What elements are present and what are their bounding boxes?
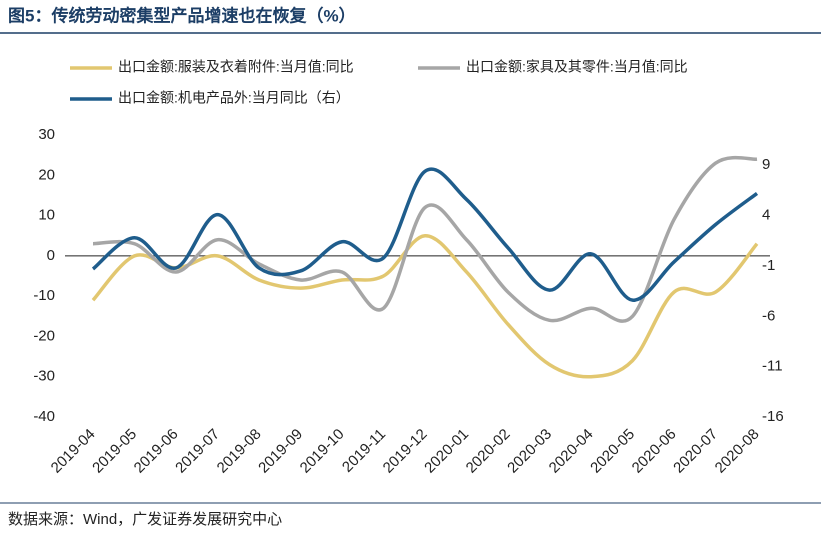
x-tick-label: 2020-01 <box>421 426 472 477</box>
y-tick-label: 20 <box>38 166 55 183</box>
y-tick-label: -20 <box>33 327 55 344</box>
y2-tick-label: 4 <box>762 207 770 224</box>
x-tick-label: 2020-08 <box>712 426 763 477</box>
x-tick-label: 2020-07 <box>670 426 721 477</box>
y-tick-label: -30 <box>33 368 55 385</box>
x-tick-label: 2020-06 <box>629 426 680 477</box>
y-tick-label: 0 <box>47 247 55 264</box>
x-tick-label: 2019-07 <box>172 426 223 477</box>
x-tick-label: 2020-02 <box>463 426 514 477</box>
x-tick-label: 2019-11 <box>339 426 389 476</box>
x-tick-label: 2020-05 <box>587 426 638 477</box>
legend-label: 出口金额:机电产品外:当月同比（右） <box>118 90 350 106</box>
x-tick-label: 2019-12 <box>380 426 431 477</box>
y2-tick-label: -6 <box>762 307 775 324</box>
y-tick-label: -10 <box>33 287 55 304</box>
y-tick-label: 10 <box>38 207 55 224</box>
legend-label: 出口金额:家具及其零件:当月值:同比 <box>466 59 688 75</box>
x-tick-label: 2019-08 <box>214 426 265 477</box>
x-tick-label: 2019-10 <box>297 426 348 477</box>
y-tick-label: -40 <box>33 408 55 425</box>
y2-tick-label: 9 <box>762 156 770 173</box>
x-tick-label: 2020-03 <box>504 426 555 477</box>
y2-tick-label: -11 <box>762 358 783 375</box>
y2-tick-label: -16 <box>762 408 784 425</box>
series-line <box>91 167 759 302</box>
x-tick-label: 2019-04 <box>48 426 99 477</box>
chart-title: 图5：传统劳动密集型产品增速也在恢复（%） <box>8 5 356 25</box>
x-tick-label: 2019-06 <box>131 426 182 477</box>
series-line <box>91 233 759 379</box>
x-tick-label: 2019-05 <box>89 426 140 477</box>
x-tick-label: 2020-04 <box>546 426 597 477</box>
x-tick-label: 2019-09 <box>255 426 306 477</box>
source: 数据来源：Wind，广发证券发展研究中心 <box>8 511 282 528</box>
y-tick-label: 30 <box>38 126 55 143</box>
series-line <box>92 155 758 323</box>
legend-label: 出口金额:服装及衣着附件:当月值:同比 <box>118 59 354 75</box>
y2-tick-label: -1 <box>762 257 775 274</box>
